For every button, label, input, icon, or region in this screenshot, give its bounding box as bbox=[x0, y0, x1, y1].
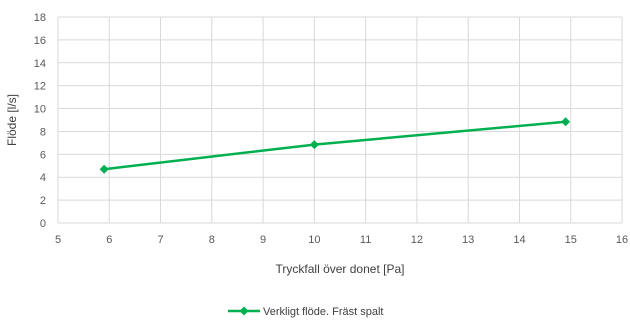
legend-label: Verkligt flöde. Fräst spalt bbox=[263, 306, 383, 318]
x-axis-title: Tryckfall över donet [Pa] bbox=[276, 262, 405, 276]
x-tick-label: 12 bbox=[411, 234, 423, 246]
x-tick-label: 16 bbox=[616, 234, 628, 246]
x-tick-label: 7 bbox=[157, 234, 163, 246]
grid bbox=[57, 16, 623, 224]
x-tick-label: 11 bbox=[360, 234, 371, 246]
y-tick-labels: 0 2 4 6 8 10 12 14 16 18 bbox=[34, 12, 46, 230]
y-tick-label: 16 bbox=[34, 35, 46, 47]
legend: Verkligt flöde. Fräst spalt bbox=[228, 306, 383, 318]
y-tick-label: 10 bbox=[34, 104, 46, 116]
x-tick-labels: 5 6 7 8 9 10 11 12 13 14 15 16 bbox=[55, 234, 628, 246]
x-tick-label: 6 bbox=[106, 234, 112, 246]
data-point bbox=[561, 117, 571, 127]
x-tick-label: 8 bbox=[209, 234, 215, 246]
x-tick-label: 9 bbox=[260, 234, 266, 246]
y-tick-label: 8 bbox=[40, 126, 46, 138]
legend-marker bbox=[239, 306, 249, 316]
x-tick-label: 13 bbox=[462, 234, 474, 246]
y-axis-title: Flöde [l/s] bbox=[5, 94, 19, 146]
x-tick-label: 10 bbox=[308, 234, 320, 246]
y-tick-label: 12 bbox=[34, 81, 46, 93]
data-point bbox=[99, 164, 109, 174]
data-point bbox=[309, 140, 319, 150]
y-tick-label: 0 bbox=[40, 218, 46, 230]
y-tick-label: 4 bbox=[40, 172, 46, 184]
y-tick-label: 14 bbox=[34, 58, 46, 70]
y-tick-label: 2 bbox=[40, 195, 46, 207]
series-group bbox=[99, 117, 571, 174]
x-tick-label: 14 bbox=[513, 234, 525, 246]
y-tick-label: 18 bbox=[34, 12, 46, 24]
y-tick-label: 6 bbox=[40, 149, 46, 161]
x-tick-label: 5 bbox=[55, 234, 61, 246]
x-tick-label: 15 bbox=[565, 234, 577, 246]
series-line bbox=[104, 120, 566, 171]
